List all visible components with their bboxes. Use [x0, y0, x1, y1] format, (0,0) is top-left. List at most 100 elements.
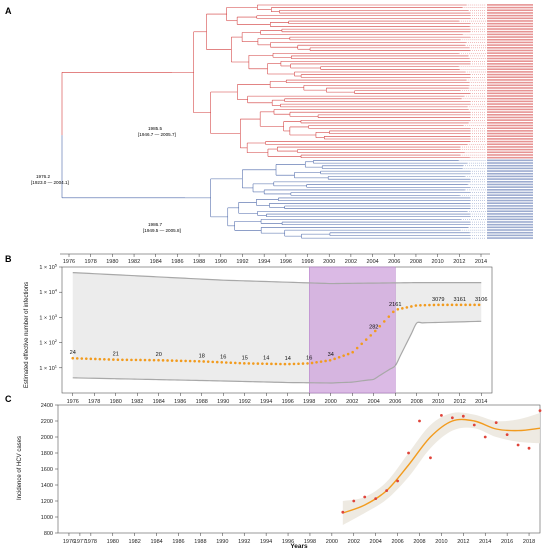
- median-point: [455, 303, 458, 307]
- data-label: 2161: [389, 302, 401, 308]
- x-tick-label: 1978: [85, 539, 97, 545]
- median-point: [202, 360, 205, 363]
- x-tick-label: 2004: [370, 539, 382, 545]
- median-point: [89, 357, 93, 361]
- median-point: [351, 350, 354, 354]
- tree-tick-label: 2002: [345, 259, 357, 265]
- data-label: 21: [113, 352, 119, 358]
- x-tick-label: 1986: [172, 539, 184, 545]
- median-point: [143, 358, 147, 362]
- leaf-label: [487, 44, 533, 46]
- tree-tick-label: 1996: [280, 259, 292, 265]
- median-point: [396, 307, 400, 311]
- leaf-label: [487, 178, 533, 180]
- median-point: [215, 360, 219, 364]
- tree-tick-label: 2008: [410, 259, 422, 265]
- lower-ci-line: [72, 320, 482, 384]
- tree-tick-label: 1978: [85, 259, 97, 265]
- data-label: 18: [199, 353, 205, 359]
- leaf-label: [487, 223, 533, 226]
- leaf-label: [487, 71, 533, 73]
- x-tick-label: 1976: [67, 399, 79, 405]
- y-tick-label: 1 × 103: [39, 313, 57, 322]
- x-tick-label: 2004: [368, 399, 380, 405]
- x-tick-label: 1982: [131, 399, 143, 405]
- leaf-label: [487, 41, 533, 44]
- leaf-label: [487, 57, 533, 60]
- x-tick-label: 1996: [282, 539, 294, 545]
- median-point: [328, 359, 332, 362]
- x-tick-label: 1988: [194, 539, 206, 545]
- node-label-1976: 1976.2: [36, 174, 50, 179]
- observed-point: [352, 499, 356, 503]
- x-tick-label: 1984: [150, 539, 162, 545]
- tree-tick-label: 1992: [236, 259, 248, 265]
- median-point: [179, 359, 183, 363]
- median-point: [432, 303, 436, 307]
- median-point: [229, 361, 233, 365]
- leaf-label: [487, 180, 533, 183]
- median-point: [265, 362, 269, 366]
- median-point: [148, 358, 151, 362]
- median-point: [175, 359, 178, 362]
- tree-tick-label: 2014: [475, 259, 487, 265]
- leaf-label: [487, 132, 533, 135]
- leaf-label: [487, 231, 533, 234]
- leaf-label: [487, 63, 533, 65]
- observed-point: [516, 443, 520, 447]
- leaf-label: [487, 205, 533, 207]
- median-point: [477, 303, 481, 307]
- leaf-label: [487, 17, 533, 20]
- median-point: [206, 360, 210, 363]
- median-point: [103, 357, 106, 361]
- leaf-label: [487, 108, 533, 111]
- median-point: [324, 359, 327, 363]
- x-tick-label: 2010: [432, 399, 444, 405]
- data-label: 14: [285, 356, 291, 362]
- leaf-label: [487, 12, 533, 14]
- observed-point: [418, 419, 421, 423]
- median-point: [333, 357, 336, 361]
- leaf-label: [487, 113, 533, 116]
- median-point: [369, 334, 373, 337]
- tree-tick-label: 2000: [323, 259, 335, 265]
- x-tick-label: 1986: [174, 399, 186, 405]
- x-tick-label: 2008: [413, 539, 425, 545]
- tree-tick-label: 2004: [366, 259, 378, 265]
- y-tick-label: 1 × 104: [39, 288, 57, 297]
- y-tick-exponent: 1: [55, 363, 58, 368]
- leaf-label: [487, 119, 533, 121]
- median-point: [378, 324, 382, 328]
- observed-point: [396, 479, 399, 483]
- leaf-label: [487, 156, 533, 159]
- observed-point: [527, 446, 531, 450]
- leaf-label: [487, 138, 533, 140]
- leaf-label: [487, 4, 533, 6]
- tree-tick-label: 2012: [453, 259, 465, 265]
- x-tick-label: 2000: [325, 399, 337, 405]
- median-point: [112, 358, 115, 361]
- leaf-label: [487, 22, 533, 25]
- leaf-label: [487, 65, 533, 68]
- leaf-label: [487, 6, 533, 9]
- median-point: [473, 303, 476, 307]
- observed-point: [407, 451, 410, 455]
- x-tick-label: 1992: [239, 399, 251, 405]
- x-axis-ticks: 1976 1978 1980 1982 1984 1986 1988 1990 1992 1994…: [67, 393, 487, 405]
- tree-tick-label: 1976: [63, 259, 75, 265]
- x-tick-label: 1977: [74, 539, 86, 545]
- data-label: 3079: [432, 297, 444, 303]
- y-tick-label: 1200: [41, 499, 53, 505]
- leaf-label: [487, 213, 533, 215]
- median-point: [310, 361, 314, 365]
- x-tick-label: 1998: [304, 539, 316, 545]
- x-tick-label: 2018: [523, 539, 535, 545]
- node-ci-1976: [1923.0 — 2004.1]: [31, 180, 69, 185]
- leaf-label: [487, 189, 533, 191]
- observed-point: [461, 414, 465, 418]
- tree-tick-label: 1988: [193, 259, 205, 265]
- median-point: [297, 362, 300, 366]
- x-tick-label: 2008: [411, 399, 423, 405]
- median-point: [233, 361, 237, 365]
- observed-point: [429, 456, 432, 460]
